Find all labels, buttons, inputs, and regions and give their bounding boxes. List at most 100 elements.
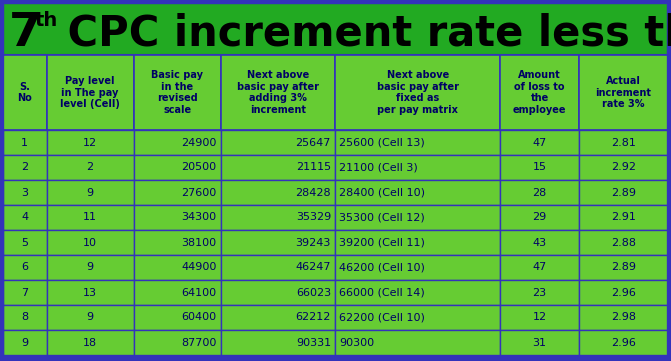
Text: 47: 47 xyxy=(533,138,547,148)
Bar xyxy=(335,205,501,230)
Bar xyxy=(579,55,668,130)
Bar xyxy=(134,280,221,305)
Bar xyxy=(46,180,134,205)
Bar xyxy=(335,230,501,255)
Bar xyxy=(3,180,46,205)
Bar xyxy=(46,205,134,230)
Bar xyxy=(221,255,335,280)
Text: 44900: 44900 xyxy=(181,262,217,273)
Text: 31: 31 xyxy=(533,338,547,348)
Bar xyxy=(3,230,46,255)
Text: 2.91: 2.91 xyxy=(611,213,636,222)
Bar xyxy=(579,280,668,305)
Bar xyxy=(134,130,221,155)
Text: 66023: 66023 xyxy=(296,287,331,297)
Bar xyxy=(46,230,134,255)
Text: 34300: 34300 xyxy=(182,213,217,222)
Bar xyxy=(335,130,501,155)
Bar xyxy=(335,330,501,355)
Bar xyxy=(335,155,501,180)
Bar xyxy=(335,280,501,305)
Text: 6: 6 xyxy=(21,262,28,273)
Bar xyxy=(46,255,134,280)
Text: 4: 4 xyxy=(21,213,28,222)
Bar xyxy=(134,255,221,280)
Bar xyxy=(579,130,668,155)
Text: 38100: 38100 xyxy=(182,238,217,248)
Bar xyxy=(221,155,335,180)
Bar xyxy=(579,230,668,255)
Text: 21100 (Cell 3): 21100 (Cell 3) xyxy=(339,162,418,173)
Text: 2.98: 2.98 xyxy=(611,313,636,322)
Bar xyxy=(335,55,501,130)
Text: 23: 23 xyxy=(533,287,547,297)
Bar xyxy=(221,230,335,255)
Bar xyxy=(3,3,668,55)
Text: 9: 9 xyxy=(87,187,94,197)
Bar xyxy=(501,55,579,130)
Bar xyxy=(3,130,46,155)
Text: 2.89: 2.89 xyxy=(611,262,636,273)
Text: 2.88: 2.88 xyxy=(611,238,636,248)
Text: 28400 (Cell 10): 28400 (Cell 10) xyxy=(339,187,425,197)
Text: 64100: 64100 xyxy=(182,287,217,297)
Text: 8: 8 xyxy=(21,313,28,322)
Text: 10: 10 xyxy=(83,238,97,248)
Bar xyxy=(579,180,668,205)
Text: 90331: 90331 xyxy=(296,338,331,348)
Text: 62200 (Cell 10): 62200 (Cell 10) xyxy=(339,313,425,322)
Text: 66000 (Cell 14): 66000 (Cell 14) xyxy=(339,287,425,297)
Text: 12: 12 xyxy=(533,313,547,322)
Text: 5: 5 xyxy=(21,238,28,248)
Bar xyxy=(501,255,579,280)
Text: 29: 29 xyxy=(533,213,547,222)
Bar xyxy=(3,55,46,130)
Text: 21115: 21115 xyxy=(296,162,331,173)
Text: 46247: 46247 xyxy=(295,262,331,273)
Text: 39243: 39243 xyxy=(296,238,331,248)
Bar xyxy=(3,330,46,355)
Bar xyxy=(501,155,579,180)
Text: 28: 28 xyxy=(533,187,547,197)
Bar xyxy=(134,205,221,230)
Bar xyxy=(501,305,579,330)
Bar xyxy=(3,155,46,180)
Text: 2.81: 2.81 xyxy=(611,138,636,148)
Text: Pay level
in The pay
level (Cell): Pay level in The pay level (Cell) xyxy=(60,76,120,109)
Text: 9: 9 xyxy=(87,313,94,322)
Bar xyxy=(134,230,221,255)
Bar xyxy=(221,280,335,305)
Text: 12: 12 xyxy=(83,138,97,148)
Bar xyxy=(3,255,46,280)
Text: 90300: 90300 xyxy=(339,338,374,348)
Bar xyxy=(501,230,579,255)
Bar xyxy=(579,205,668,230)
Text: 2.92: 2.92 xyxy=(611,162,636,173)
Bar xyxy=(221,180,335,205)
Bar xyxy=(134,155,221,180)
Text: Actual
increment
rate 3%: Actual increment rate 3% xyxy=(595,76,652,109)
Bar xyxy=(46,130,134,155)
Bar xyxy=(46,280,134,305)
Bar xyxy=(46,330,134,355)
Bar xyxy=(134,330,221,355)
Bar xyxy=(134,55,221,130)
Bar xyxy=(579,255,668,280)
Bar xyxy=(579,330,668,355)
Text: 9: 9 xyxy=(21,338,28,348)
Bar xyxy=(221,55,335,130)
Text: 18: 18 xyxy=(83,338,97,348)
Text: 15: 15 xyxy=(533,162,547,173)
Text: 2.89: 2.89 xyxy=(611,187,636,197)
Text: Amount
of loss to
the
employee: Amount of loss to the employee xyxy=(513,70,566,115)
Text: S.
No: S. No xyxy=(17,82,32,103)
Bar xyxy=(3,280,46,305)
Bar xyxy=(501,180,579,205)
Text: 2: 2 xyxy=(87,162,94,173)
Text: 39200 (Cell 11): 39200 (Cell 11) xyxy=(339,238,425,248)
Bar xyxy=(134,305,221,330)
Text: 2.96: 2.96 xyxy=(611,338,636,348)
Text: 2.96: 2.96 xyxy=(611,287,636,297)
Text: 47: 47 xyxy=(533,262,547,273)
Bar xyxy=(335,255,501,280)
